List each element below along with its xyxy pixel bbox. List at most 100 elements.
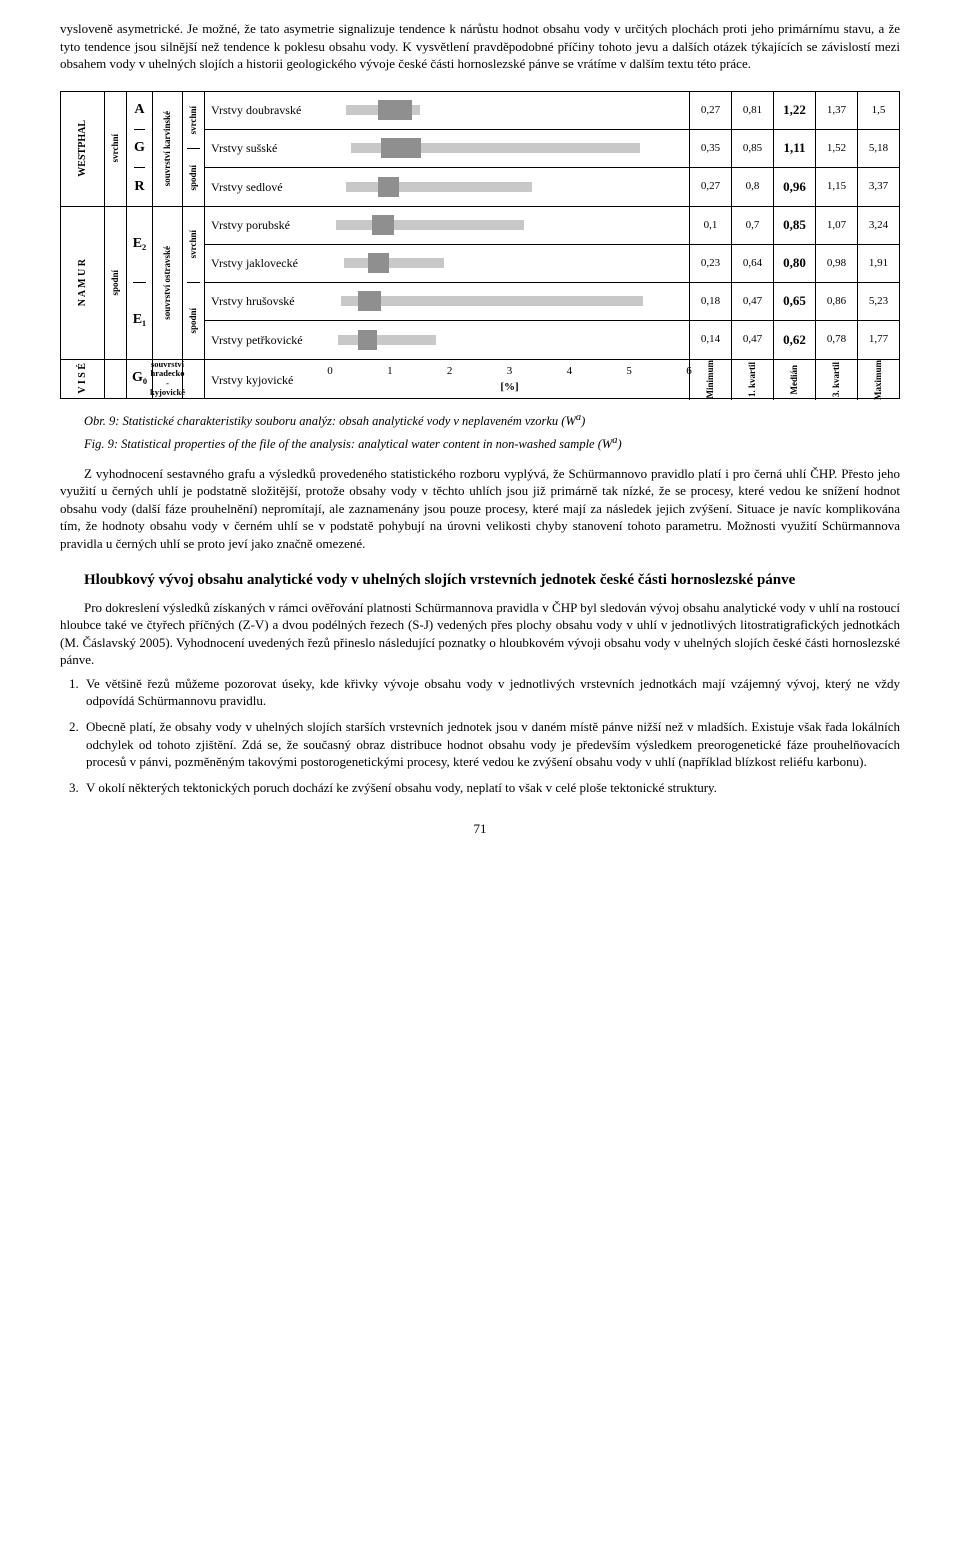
iqr-bar: [358, 330, 377, 350]
stat-value: 0,35: [689, 130, 731, 167]
stat-value: 0,14: [689, 321, 731, 359]
stat-value: 0,1: [689, 207, 731, 244]
stat-headers: Minimum1. kvartilMedián3. kvartilMaximum: [689, 360, 899, 400]
stage-label: N A M U R: [76, 259, 90, 306]
iqr-bar: [368, 253, 388, 273]
svrch-label: spodní: [187, 283, 199, 359]
svrch-cell: svrchníspodní: [183, 207, 205, 359]
stat-value: 0,78: [815, 321, 857, 359]
letter-cell: E₂E₁: [127, 207, 153, 359]
stat-value: 0,64: [731, 245, 773, 282]
souvrstvi-label: souvrství ostravské: [161, 246, 173, 320]
substage-cell: spodní: [105, 207, 127, 359]
iqr-bar: [378, 100, 412, 120]
stat-value: 0,86: [815, 283, 857, 320]
stat-value: 1,77: [857, 321, 899, 359]
stat-header: 3. kvartil: [815, 360, 857, 400]
stat-value: 1,07: [815, 207, 857, 244]
layers-cell: Vrstvy doubravské0,270,811,221,371,5 Vrst…: [205, 92, 899, 206]
axis-tick: 2: [447, 364, 453, 379]
iqr-bar: [358, 291, 381, 311]
substage-label: svrchní: [109, 134, 121, 162]
stat-median: 0,96: [773, 168, 815, 206]
stat-value: 0,85: [731, 130, 773, 167]
svrch-cell: [183, 360, 205, 398]
axis-tick: 5: [626, 364, 632, 379]
stat-value: 3,24: [857, 207, 899, 244]
finding-item: V okolí některých tektonických poruch do…: [82, 779, 900, 797]
souvrstvi-cell: souvrství ostravské: [153, 207, 183, 359]
stats-group: 0,270,811,221,371,5: [689, 92, 899, 129]
stat-median: 0,65: [773, 283, 815, 320]
layer-row: Vrstvy kyjovické0123456[%]Minimum1. kvar…: [205, 360, 899, 400]
axis-label: [%]: [500, 380, 518, 395]
layer-row: Vrstvy jaklovecké0,230,640,800,981,91: [205, 245, 899, 283]
stat-value: 1,15: [815, 168, 857, 206]
bar-area: [330, 283, 689, 320]
stat-median: 0,80: [773, 245, 815, 282]
stat-value: 0,47: [731, 283, 773, 320]
souvrstvi-label: souvrství karvinské: [161, 111, 173, 186]
letter-label: R: [134, 168, 145, 205]
iqr-bar: [378, 177, 399, 197]
letter-label: G: [134, 130, 145, 168]
range-bar: [346, 182, 531, 192]
stat-value: 0,23: [689, 245, 731, 282]
letter-label: E₁: [133, 283, 147, 359]
stat-value: 5,23: [857, 283, 899, 320]
substage-cell: svrchní: [105, 92, 127, 206]
letter-label: A: [134, 92, 145, 130]
souvrstvi-cell: souvrství karvinské: [153, 92, 183, 206]
stat-value: 0,18: [689, 283, 731, 320]
stat-value: 1,37: [815, 92, 857, 129]
layer-row: Vrstvy porubské0,10,70,851,073,24: [205, 207, 899, 245]
layer-name: Vrstvy petřkovické: [205, 332, 330, 348]
stat-header: 1. kvartil: [731, 360, 773, 400]
layer-name: Vrstvy porubské: [205, 217, 330, 233]
layers-cell: Vrstvy kyjovické0123456[%]Minimum1. kvar…: [205, 360, 899, 398]
svrch-label: svrchní: [187, 92, 199, 150]
range-bar: [336, 220, 524, 230]
stat-header: Maximum: [857, 360, 899, 400]
substage-label: spodní: [109, 270, 121, 296]
stat-value: 0,27: [689, 168, 731, 206]
stat-value: 0,98: [815, 245, 857, 282]
finding-item: Ve většině řezů můžeme pozorovat úseky, …: [82, 675, 900, 710]
letter-cell: AGR: [127, 92, 153, 206]
stats-group: 0,270,80,961,153,37: [689, 168, 899, 206]
layers-cell: Vrstvy porubské0,10,70,851,073,24Vrstvy …: [205, 207, 899, 359]
finding-item: Obecně platí, že obsahy vody v uhelných …: [82, 718, 900, 771]
bar-area: [330, 130, 689, 167]
stat-header: Minimum: [689, 360, 731, 400]
stat-value: 0,8: [731, 168, 773, 206]
figure-caption-en: Fig. 9: Statistical properties of the fi…: [60, 434, 900, 453]
letter-label: E₂: [133, 207, 147, 284]
stat-value: 0,27: [689, 92, 731, 129]
stats-group: 0,180,470,650,865,23: [689, 283, 899, 320]
layer-name: Vrstvy hrušovské: [205, 293, 330, 309]
letter-label: G₀: [132, 360, 147, 398]
body-paragraph: Z vyhodnocení sestavného grafu a výsledk…: [60, 465, 900, 553]
stage-cell: N A M U R: [61, 207, 105, 359]
stat-median: 1,22: [773, 92, 815, 129]
substage-cell: [105, 360, 127, 398]
layer-name: Vrstvy sedlové: [205, 179, 330, 195]
layer-row: Vrstvy doubravské0,270,811,221,371,5: [205, 92, 899, 130]
stat-value: 0,81: [731, 92, 773, 129]
iqr-bar: [372, 215, 394, 235]
stat-value: 1,52: [815, 130, 857, 167]
layer-name: Vrstvy sušské: [205, 140, 330, 156]
svrch-label: spodní: [187, 149, 199, 206]
strat-band: V I S ÉG₀souvrství hradecko -kyjovickéVr…: [61, 360, 899, 398]
axis-tick: 1: [387, 364, 393, 379]
bar-area: [330, 245, 689, 282]
stat-value: 0,47: [731, 321, 773, 359]
stat-value: 3,37: [857, 168, 899, 206]
stats-group: 0,230,640,800,981,91: [689, 245, 899, 282]
iqr-bar: [381, 138, 421, 158]
caption-cz-text: Obr. 9: Statistické charakteristiky soub…: [84, 414, 576, 428]
range-bar: [338, 335, 436, 345]
bar-area: [330, 207, 689, 244]
stat-value: 5,18: [857, 130, 899, 167]
caption-en-tail: ): [618, 437, 622, 451]
